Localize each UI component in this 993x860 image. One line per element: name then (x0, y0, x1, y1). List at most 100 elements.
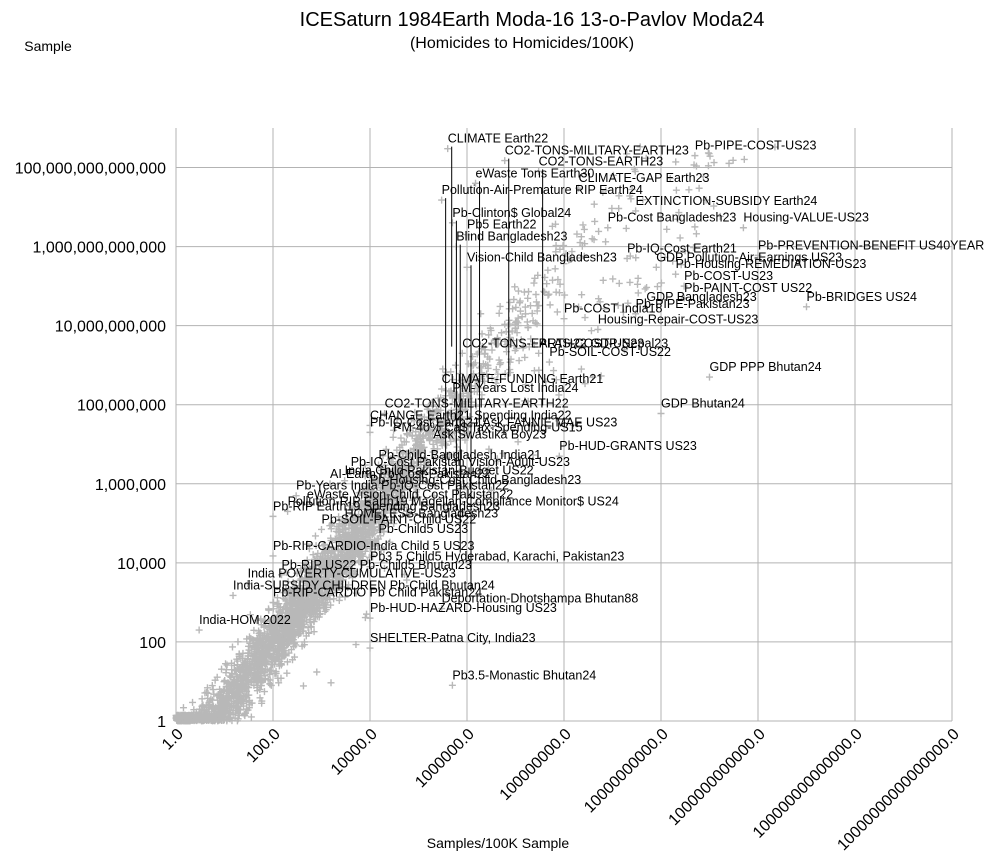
data-point (556, 280, 564, 288)
data-point (403, 474, 411, 482)
data-point (483, 370, 491, 378)
data-point (451, 435, 459, 443)
data-point (516, 297, 524, 305)
data-point (257, 640, 265, 648)
data-point (631, 167, 639, 175)
data-point (580, 252, 588, 260)
annotation-label-11: Pb5 Earth22 (467, 218, 537, 232)
data-point (462, 378, 470, 386)
data-point (265, 606, 273, 614)
data-point (269, 628, 277, 636)
data-point (352, 589, 360, 597)
data-point (315, 590, 323, 598)
data-point (475, 384, 483, 392)
data-point (322, 556, 330, 564)
data-point (685, 186, 693, 194)
annotation-point (680, 282, 688, 290)
data-point (553, 308, 561, 316)
data-point (577, 342, 585, 350)
data-point (434, 421, 442, 429)
data-point (353, 525, 361, 533)
data-point (488, 346, 496, 354)
data-point (524, 294, 532, 302)
data-point (389, 460, 397, 468)
annotation-point (438, 385, 446, 393)
data-point (487, 486, 495, 494)
data-point (317, 565, 325, 573)
data-point (615, 192, 623, 200)
data-point (225, 692, 233, 700)
data-point (546, 301, 554, 309)
data-point (390, 497, 398, 505)
annotation-label-55: Pb-RIP-CARDIO Pb Child Pakistan24 (273, 585, 482, 599)
data-point (275, 608, 283, 616)
data-point (420, 457, 428, 465)
annotation-point (284, 507, 292, 515)
data-point (378, 466, 386, 474)
data-point (345, 581, 353, 589)
annotation-point (448, 219, 456, 227)
data-point (624, 299, 632, 307)
data-point (257, 615, 265, 623)
data-point (502, 400, 510, 408)
data-point (619, 308, 627, 316)
y-tick-labels: 1 100 10,000 1,000,000 100,000,000 10,000,000… (15, 161, 166, 731)
data-point (377, 498, 385, 506)
data-point (264, 643, 272, 651)
data-point (256, 685, 264, 693)
data-point (237, 654, 245, 662)
data-point (404, 453, 412, 461)
y-tick-label-1: 100 (139, 635, 166, 652)
data-point (230, 697, 238, 705)
data-point (298, 618, 306, 626)
annotation-label-48: Pb-SOIL-PAINT-Child US22 (322, 512, 477, 526)
data-point (400, 503, 408, 511)
data-point (374, 501, 382, 509)
annotation-label-13: Pb-PREVENTION-BENEFIT US40YEAR (758, 238, 984, 252)
data-point (542, 378, 550, 386)
data-point (390, 509, 398, 517)
data-point (363, 610, 371, 618)
data-point (412, 441, 420, 449)
annotation-label-28: GDP PPP Bhutan24 (710, 360, 822, 374)
data-point (381, 489, 389, 497)
data-point (497, 359, 505, 367)
data-point (488, 339, 496, 347)
data-point (349, 538, 357, 546)
data-point (354, 551, 362, 559)
data-point (212, 704, 220, 712)
data-point (488, 374, 496, 382)
data-point (298, 642, 306, 650)
data-point (204, 712, 212, 720)
data-point (515, 357, 523, 365)
data-point (771, 143, 779, 151)
annotation-label-32: CO2-TONS-MILITARY-EARTH22 (385, 397, 569, 411)
data-point (376, 527, 384, 535)
data-point (449, 376, 457, 384)
data-point (702, 196, 710, 204)
data-point (274, 674, 282, 682)
annotation-point (366, 614, 374, 622)
data-point (408, 459, 416, 467)
annotation-label-7: EXTINCTION-SUBSIDY Earth24 (636, 194, 818, 208)
data-point (183, 712, 191, 720)
data-point (223, 661, 231, 669)
data-point (677, 261, 685, 269)
annotation-label-8: Pb-Clinton$ Global24 (452, 206, 571, 220)
data-point (400, 571, 408, 579)
annotation-label-41: AI-Earth Pb-Cost-Pakistan22 (330, 467, 491, 481)
data-point (336, 563, 344, 571)
data-point (634, 274, 642, 282)
data-point (581, 240, 589, 248)
data-point (371, 474, 379, 482)
data-point (304, 569, 312, 577)
data-point (663, 225, 671, 233)
annotation-label-18: Pb-COST-US23 (684, 269, 773, 283)
annotation-point (560, 315, 568, 323)
annotation-label-0: CLIMATE Earth22 (448, 132, 549, 146)
data-point (690, 244, 698, 252)
annotation-point (594, 325, 602, 333)
data-point (716, 212, 724, 220)
data-point (405, 463, 413, 471)
